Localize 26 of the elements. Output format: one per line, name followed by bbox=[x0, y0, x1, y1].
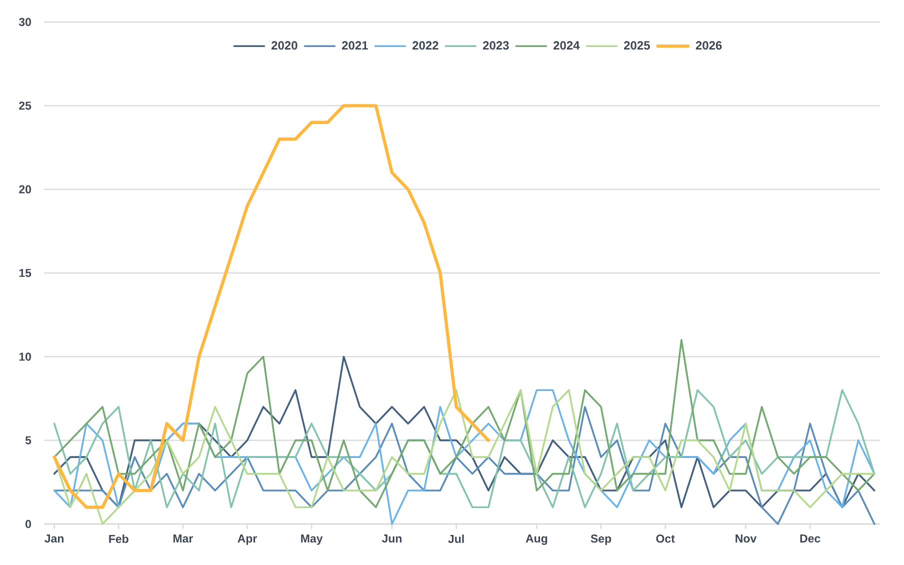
x-tick-label: Mar bbox=[173, 534, 193, 543]
legend-label: 2020 bbox=[272, 41, 298, 50]
x-tick-label: Nov bbox=[736, 534, 757, 543]
x-tick-label: Feb bbox=[109, 534, 128, 543]
y-tick-label: 25 bbox=[19, 102, 32, 110]
x-tick-label: Oct bbox=[656, 534, 675, 543]
legend-label: 2025 bbox=[624, 41, 650, 50]
x-tick-label: Sep bbox=[590, 534, 612, 545]
legend-label: 2023 bbox=[483, 41, 509, 50]
y-tick-label: 10 bbox=[19, 352, 31, 361]
x-tick-label: Aug bbox=[526, 534, 548, 545]
legend-label: 2026 bbox=[696, 41, 722, 50]
x-tick-label: Jan bbox=[44, 534, 64, 543]
y-tick-label: 30 bbox=[18, 18, 31, 26]
legend-label: 2021 bbox=[342, 41, 368, 50]
legend-label: 2022 bbox=[412, 41, 438, 50]
x-tick-label: Jul bbox=[448, 534, 464, 543]
x-tick-label: May bbox=[301, 534, 323, 545]
y-tick-label: 15 bbox=[19, 268, 32, 278]
x-tick-label: Apr bbox=[238, 534, 257, 545]
y-tick-label: 5 bbox=[25, 436, 32, 444]
x-tick-label: Jun bbox=[382, 534, 402, 543]
y-tick-label: 0 bbox=[26, 520, 31, 528]
y-tick-label: 20 bbox=[19, 185, 31, 194]
legend-label: 2024 bbox=[554, 41, 580, 50]
x-tick-label: Dec bbox=[800, 534, 820, 543]
